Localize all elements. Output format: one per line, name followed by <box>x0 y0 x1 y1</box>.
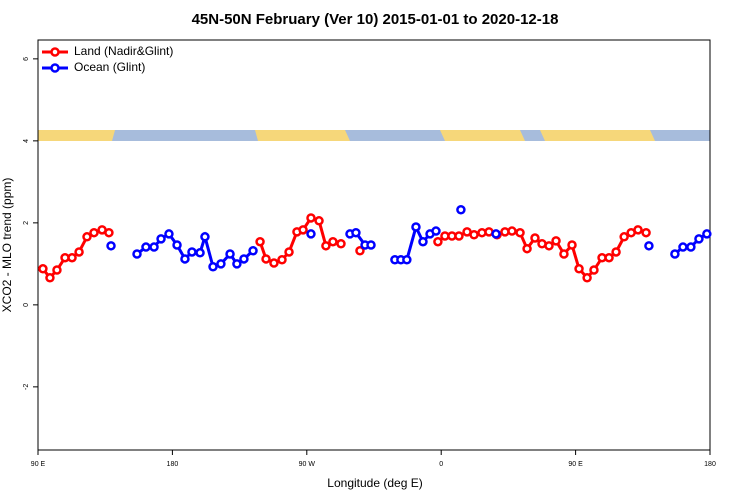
point <box>644 241 654 251</box>
point <box>567 240 577 250</box>
point <box>611 247 621 257</box>
point <box>187 247 197 257</box>
point <box>456 204 466 215</box>
point <box>641 227 651 238</box>
x-tick-label: 180 <box>704 461 716 468</box>
point <box>559 249 569 259</box>
point <box>314 216 324 226</box>
x-tick-label: 180 <box>167 461 179 468</box>
point <box>82 232 92 242</box>
point <box>619 232 629 242</box>
point <box>551 236 561 246</box>
point <box>195 248 205 258</box>
point <box>248 245 258 256</box>
point <box>306 213 316 223</box>
point <box>89 227 99 238</box>
point <box>172 240 182 250</box>
map-strip <box>38 130 710 141</box>
point <box>52 265 62 275</box>
point <box>132 249 142 259</box>
point <box>156 234 166 244</box>
point <box>589 265 599 275</box>
point <box>491 229 501 239</box>
plot-frame <box>37 39 711 451</box>
point <box>454 231 464 241</box>
x-tick-label: 90 W <box>299 461 316 468</box>
series-line <box>41 216 647 281</box>
legend-label: Land (Nadir&Glint) <box>74 44 173 58</box>
point <box>418 236 428 247</box>
point <box>255 236 265 247</box>
point <box>277 255 287 265</box>
point <box>269 258 279 268</box>
point <box>67 252 77 263</box>
x-tick-label: 0 <box>439 461 443 468</box>
point <box>633 225 643 235</box>
point <box>149 242 159 252</box>
point <box>232 259 242 269</box>
map-land <box>38 130 655 141</box>
point <box>298 225 308 235</box>
point <box>686 242 696 252</box>
point <box>530 233 540 243</box>
point <box>433 236 443 247</box>
point <box>216 259 226 269</box>
point <box>507 226 517 236</box>
legend-label: Ocean (Glint) <box>74 60 145 74</box>
point <box>574 264 584 274</box>
point <box>469 230 479 240</box>
point <box>306 229 316 239</box>
legend-marker <box>50 63 60 73</box>
y-tick-label: -2 <box>23 384 30 390</box>
point <box>208 261 218 272</box>
x-tick-label: 90 E <box>31 461 46 468</box>
x-tick-label: 90 E <box>568 461 583 468</box>
point <box>141 242 151 252</box>
point <box>106 241 116 251</box>
y-tick-label: 0 <box>23 303 30 307</box>
x-axis-label: Longitude (deg E) <box>327 476 422 490</box>
point <box>45 273 55 283</box>
point <box>522 243 532 254</box>
point <box>38 264 48 274</box>
point <box>225 249 235 259</box>
y-axis-label: XCO2 - MLO trend (ppm) <box>0 178 14 313</box>
point <box>355 245 365 256</box>
point <box>239 254 249 264</box>
point <box>284 247 294 257</box>
point <box>351 227 361 238</box>
point <box>678 242 688 252</box>
point <box>670 249 680 259</box>
point <box>321 241 331 251</box>
point <box>164 229 174 239</box>
point <box>544 241 554 251</box>
point <box>411 222 421 232</box>
y-tick-label: 6 <box>23 57 30 61</box>
point <box>402 255 412 265</box>
point <box>104 227 114 238</box>
chart-title: 45N-50N February (Ver 10) 2015-01-01 to … <box>192 11 559 28</box>
point <box>515 227 525 238</box>
point <box>366 240 376 250</box>
point <box>604 252 614 263</box>
point <box>336 239 346 249</box>
legend-marker <box>50 47 60 57</box>
point <box>74 247 84 257</box>
point <box>582 273 592 283</box>
point <box>180 254 190 264</box>
point <box>200 232 210 242</box>
y-tick-label: 2 <box>23 221 30 225</box>
point <box>431 226 441 236</box>
y-tick-label: 4 <box>23 139 30 143</box>
point <box>261 254 271 264</box>
point <box>328 236 338 247</box>
point <box>702 229 712 239</box>
point <box>694 234 704 244</box>
